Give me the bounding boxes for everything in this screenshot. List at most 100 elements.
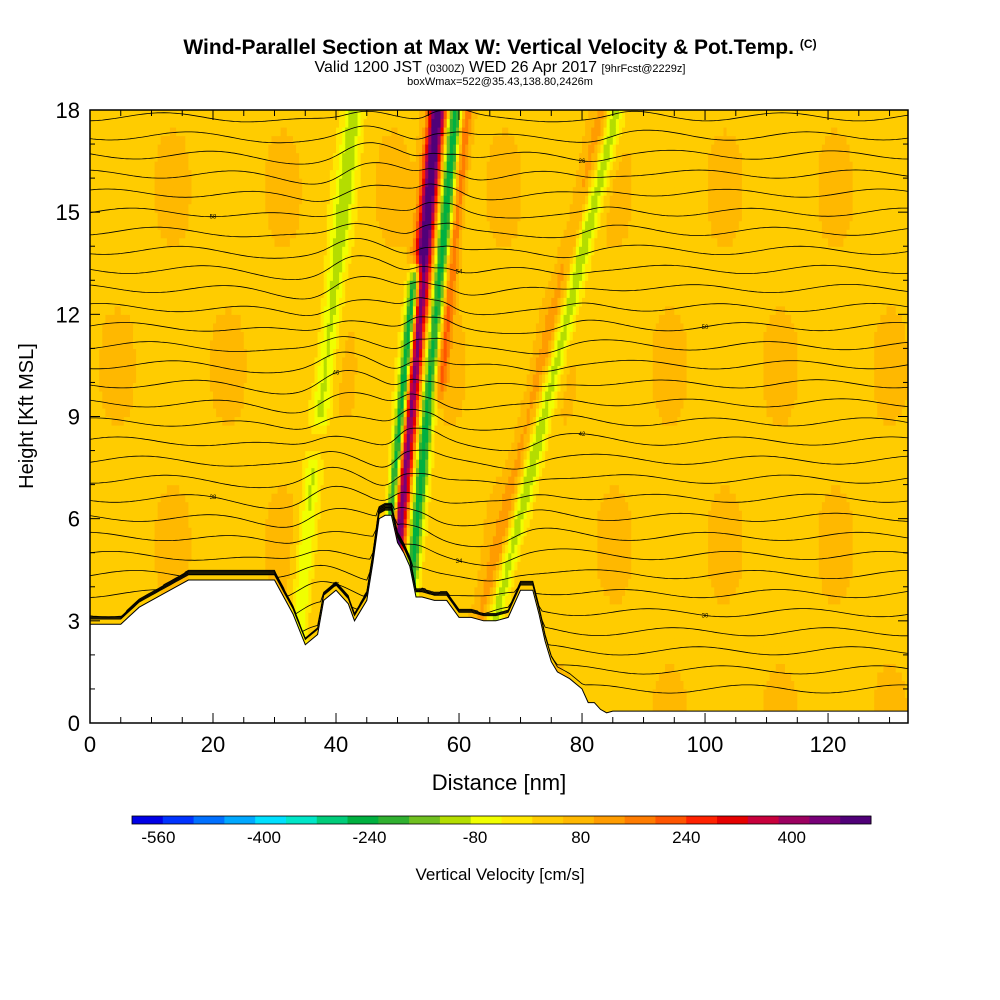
velocity-cell bbox=[123, 152, 128, 162]
velocity-cell bbox=[136, 144, 140, 154]
velocity-cell bbox=[114, 390, 119, 401]
velocity-cell bbox=[129, 169, 134, 179]
velocity-cell bbox=[117, 161, 122, 171]
velocity-cell bbox=[111, 152, 116, 162]
velocity-cell bbox=[117, 518, 122, 528]
velocity-cell bbox=[99, 280, 103, 290]
velocity-cell bbox=[93, 220, 97, 230]
velocity-cell bbox=[133, 178, 137, 188]
velocity-cell bbox=[96, 399, 100, 409]
velocity-cell bbox=[93, 433, 97, 443]
velocity-cell bbox=[102, 348, 106, 358]
velocity-cell bbox=[114, 569, 119, 579]
velocity-cell bbox=[99, 407, 103, 418]
velocity-cell bbox=[105, 144, 110, 154]
velocity-cell bbox=[93, 254, 97, 264]
velocity-cell bbox=[133, 476, 137, 486]
velocity-cell bbox=[133, 212, 137, 222]
velocity-cell bbox=[111, 433, 116, 443]
velocity-cell bbox=[114, 518, 119, 528]
velocity-cell bbox=[102, 110, 106, 120]
chart-subtitle: Valid 1200 JST (0300Z) WED 26 Apr 2017 [… bbox=[0, 59, 1000, 77]
velocity-cell bbox=[126, 501, 131, 511]
velocity-cell bbox=[96, 348, 100, 358]
velocity-cell bbox=[96, 467, 100, 477]
velocity-cell bbox=[96, 339, 100, 349]
velocity-cell bbox=[117, 288, 122, 298]
velocity-cell bbox=[105, 305, 110, 315]
velocity-cell bbox=[114, 510, 119, 520]
velocity-cell bbox=[136, 561, 140, 571]
velocity-cell bbox=[93, 586, 97, 596]
velocity-cell bbox=[126, 169, 131, 179]
velocity-cell bbox=[108, 552, 113, 562]
velocity-cell bbox=[96, 484, 100, 494]
velocity-cell bbox=[136, 118, 140, 128]
velocity-cell bbox=[123, 297, 128, 307]
velocity-cell bbox=[120, 144, 125, 154]
velocity-cell bbox=[129, 254, 134, 264]
velocity-cell bbox=[108, 561, 113, 571]
velocity-cell bbox=[129, 416, 134, 426]
velocity-cell bbox=[99, 152, 103, 162]
velocity-cell bbox=[120, 399, 125, 409]
velocity-cell bbox=[129, 161, 134, 171]
velocity-cell bbox=[105, 578, 110, 588]
velocity-cell bbox=[105, 425, 110, 435]
velocity-cell bbox=[111, 356, 116, 367]
velocity-cell bbox=[105, 527, 110, 537]
velocity-cell bbox=[93, 407, 97, 418]
velocity-cell bbox=[117, 399, 122, 409]
velocity-cell bbox=[111, 186, 116, 196]
velocity-cell bbox=[99, 348, 103, 358]
velocity-cell bbox=[96, 118, 100, 128]
velocity-cell bbox=[93, 127, 97, 137]
velocity-cell bbox=[133, 484, 137, 494]
velocity-cell bbox=[90, 178, 94, 188]
velocity-cell bbox=[90, 382, 94, 392]
velocity-cell bbox=[123, 390, 128, 401]
velocity-cell bbox=[136, 152, 140, 162]
velocity-cell bbox=[108, 297, 113, 307]
velocity-cell bbox=[99, 373, 103, 384]
velocity-cell bbox=[136, 237, 140, 247]
velocity-cell bbox=[96, 595, 100, 605]
velocity-cell bbox=[111, 178, 116, 188]
velocity-cell bbox=[108, 203, 113, 213]
velocity-cell bbox=[96, 527, 100, 537]
velocity-cell bbox=[117, 127, 122, 137]
velocity-cell bbox=[105, 510, 110, 520]
velocity-cell bbox=[111, 263, 116, 273]
velocity-cell bbox=[102, 161, 106, 171]
velocity-cell bbox=[129, 212, 134, 222]
velocity-cell bbox=[136, 390, 140, 401]
velocity-cell bbox=[129, 382, 134, 392]
velocity-cell bbox=[126, 246, 131, 256]
velocity-cell bbox=[117, 110, 122, 120]
velocity-cell bbox=[111, 586, 116, 596]
velocity-cell bbox=[120, 493, 125, 503]
velocity-cell bbox=[99, 450, 103, 460]
velocity-cell bbox=[108, 110, 113, 120]
velocity-cell bbox=[120, 254, 125, 264]
velocity-cell bbox=[123, 212, 128, 222]
velocity-cell bbox=[96, 476, 100, 486]
velocity-cell bbox=[120, 314, 125, 324]
velocity-cell bbox=[102, 586, 106, 596]
velocity-cell bbox=[99, 305, 103, 315]
velocity-cell bbox=[111, 373, 116, 384]
velocity-cell bbox=[120, 365, 125, 375]
velocity-cell bbox=[139, 561, 143, 571]
velocity-cell bbox=[117, 433, 122, 443]
velocity-cell bbox=[99, 144, 103, 154]
velocity-cell bbox=[96, 178, 100, 188]
velocity-cell bbox=[111, 322, 116, 332]
velocity-cell bbox=[93, 356, 97, 367]
velocity-cell bbox=[96, 510, 100, 520]
velocity-cell bbox=[133, 569, 137, 579]
velocity-cell bbox=[136, 254, 140, 264]
velocity-cell bbox=[136, 569, 140, 579]
velocity-cell bbox=[108, 178, 113, 188]
velocity-cell bbox=[96, 186, 100, 196]
velocity-cell bbox=[90, 339, 94, 349]
